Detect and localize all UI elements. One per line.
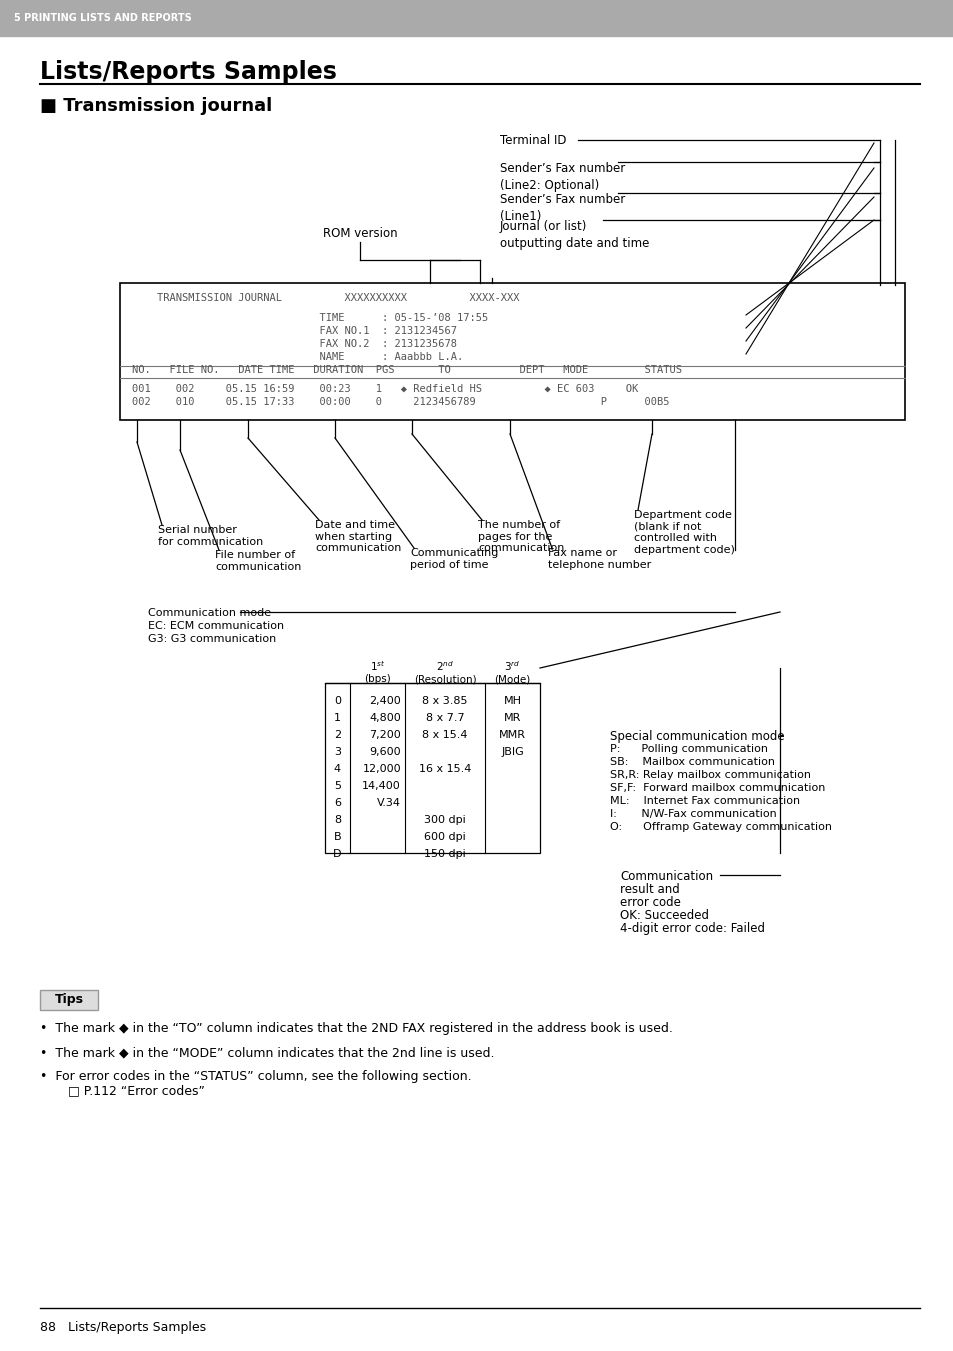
Text: 3$^{rd}$
(Mode): 3$^{rd}$ (Mode) [494,659,530,685]
Text: 002    010     05.15 17:33    00:00    0     2123456789                    P    : 002 010 05.15 17:33 00:00 0 2123456789 P [132,397,669,407]
Bar [120,282,904,420]
Text: FAX NO.2  : 2131235678: FAX NO.2 : 2131235678 [132,339,456,349]
Text: O:      Offramp Gateway communication: O: Offramp Gateway communication [609,821,831,832]
Text: 600 dpi: 600 dpi [424,832,465,842]
Text: Communication: Communication [619,870,713,884]
Text: 8 x 3.85: 8 x 3.85 [422,696,467,707]
Text: EC: ECM communication: EC: ECM communication [148,621,284,631]
Text: D: D [333,848,341,859]
Text: 1$^{st}$
(bps): 1$^{st}$ (bps) [364,659,391,685]
Text: G3: G3 communication: G3: G3 communication [148,634,276,644]
Text: Sender’s Fax number
(Line1): Sender’s Fax number (Line1) [499,193,624,223]
Text: 150 dpi: 150 dpi [424,848,465,859]
Text: 3: 3 [334,747,340,757]
Text: Terminal ID: Terminal ID [499,134,566,146]
Text: Serial number
for communication: Serial number for communication [158,526,263,547]
Text: 2$^{nd}$
(Resolution): 2$^{nd}$ (Resolution) [414,659,476,685]
Text: MR: MR [503,713,520,723]
Text: 2,400: 2,400 [369,696,400,707]
Text: JBIG: JBIG [500,747,523,757]
Text: 4,800: 4,800 [369,713,400,723]
Text: Date and time
when starting
communication: Date and time when starting communicatio… [314,520,401,553]
Text: NO.   FILE NO.   DATE TIME   DURATION  PGS       TO           DEPT   MODE       : NO. FILE NO. DATE TIME DURATION PGS TO D… [132,365,681,376]
Text: B: B [334,832,341,842]
Text: Journal (or list)
outputting date and time: Journal (or list) outputting date and ti… [499,220,649,250]
Text: result and: result and [619,884,679,896]
Text: 001    002     05.15 16:59    00:23    1   ◆ Redfield HS          ◆ EC 603     O: 001 002 05.15 16:59 00:23 1 ◆ Redfield H… [132,384,638,394]
Text: TIME      : 05-15-’08 17:55: TIME : 05-15-’08 17:55 [132,313,488,323]
Text: MH: MH [503,696,521,707]
Text: 4-digit error code: Failed: 4-digit error code: Failed [619,921,764,935]
Text: SR,R: Relay mailbox communication: SR,R: Relay mailbox communication [609,770,810,780]
Text: OK: Succeeded: OK: Succeeded [619,909,708,921]
Text: 88   Lists/Reports Samples: 88 Lists/Reports Samples [40,1320,206,1333]
Text: 4: 4 [334,765,341,774]
Text: Special communication mode: Special communication mode [609,730,783,743]
Text: 2: 2 [334,730,341,740]
Text: 8: 8 [334,815,341,825]
Text: ROM version: ROM version [322,227,396,240]
Text: •  For error codes in the “STATUS” column, see the following section.: • For error codes in the “STATUS” column… [40,1070,471,1084]
Text: error code: error code [619,896,680,909]
Text: 16 x 15.4: 16 x 15.4 [418,765,471,774]
Text: File number of
communication: File number of communication [214,550,301,571]
Text: 8 x 15.4: 8 x 15.4 [422,730,467,740]
Text: Communicating
period of time: Communicating period of time [410,549,497,570]
Text: 8 x 7.7: 8 x 7.7 [425,713,464,723]
Text: 7,200: 7,200 [369,730,400,740]
Text: 14,400: 14,400 [362,781,400,790]
Text: 9,600: 9,600 [369,747,400,757]
Text: 5 PRINTING LISTS AND REPORTS: 5 PRINTING LISTS AND REPORTS [14,14,192,23]
Text: SF,F:  Forward mailbox communication: SF,F: Forward mailbox communication [609,784,824,793]
Text: SB:    Mailbox communication: SB: Mailbox communication [609,757,774,767]
Text: ■ Transmission journal: ■ Transmission journal [40,97,272,115]
Text: V.34: V.34 [376,798,400,808]
Text: TRANSMISSION JOURNAL          XXXXXXXXXX          XXXX-XXX: TRANSMISSION JOURNAL XXXXXXXXXX XXXX-XXX [132,293,519,303]
Bar [325,684,539,852]
Text: Fax name or
telephone number: Fax name or telephone number [547,549,651,570]
Text: Communication mode: Communication mode [148,608,271,617]
Bar [0,0,953,36]
Text: The number of
pages for the
communication: The number of pages for the communicatio… [477,520,564,553]
Text: Sender’s Fax number
(Line2: Optional): Sender’s Fax number (Line2: Optional) [499,162,624,192]
Text: 300 dpi: 300 dpi [424,815,465,825]
Text: 0: 0 [334,696,340,707]
Text: P:      Polling communication: P: Polling communication [609,744,767,754]
Text: ML:    Internet Fax communication: ML: Internet Fax communication [609,796,800,807]
Text: 1: 1 [334,713,340,723]
Text: •  The mark ◆ in the “MODE” column indicates that the 2nd line is used.: • The mark ◆ in the “MODE” column indica… [40,1046,494,1059]
Text: MMR: MMR [498,730,525,740]
Text: Tips: Tips [54,993,84,1006]
Text: 12,000: 12,000 [362,765,400,774]
Text: Department code
(blank if not
controlled with
department code): Department code (blank if not controlled… [634,509,734,555]
Bar [40,990,98,1011]
Text: Lists/Reports Samples: Lists/Reports Samples [40,59,336,84]
Text: 6: 6 [334,798,340,808]
Text: I:       N/W-Fax communication: I: N/W-Fax communication [609,809,776,819]
Text: FAX NO.1  : 2131234567: FAX NO.1 : 2131234567 [132,326,456,336]
Text: □ P.112 “Error codes”: □ P.112 “Error codes” [52,1084,205,1097]
Text: NAME      : Aaabbb L.A.: NAME : Aaabbb L.A. [132,353,463,362]
Text: •  The mark ◆ in the “TO” column indicates that the 2ND FAX registered in the ad: • The mark ◆ in the “TO” column indicate… [40,1021,672,1035]
Text: 5: 5 [334,781,340,790]
